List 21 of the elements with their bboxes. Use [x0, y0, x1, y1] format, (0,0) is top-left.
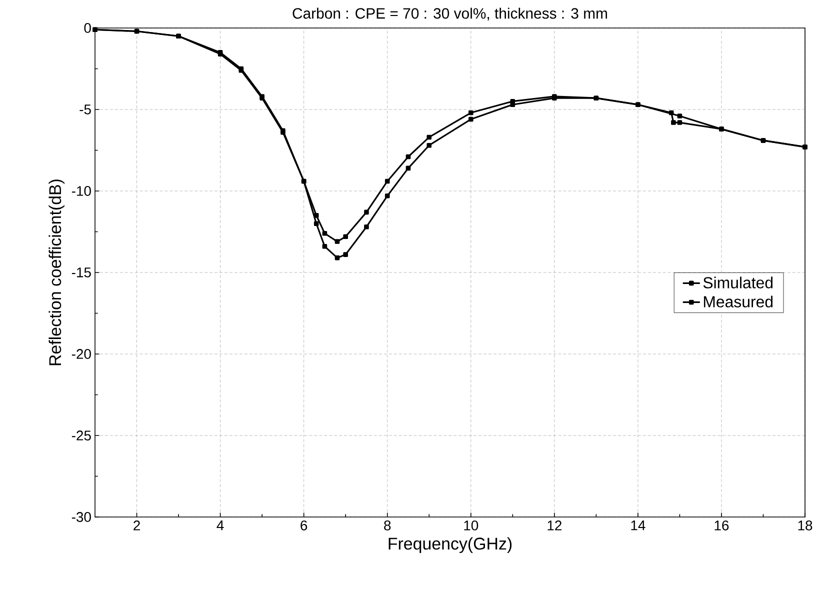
y-tick-label: -20: [72, 349, 91, 359]
x-tick-label: 16: [714, 520, 729, 530]
x-tick-label: 2: [134, 520, 140, 530]
x-tick-label: 12: [548, 520, 562, 530]
y-tick-label: -25: [72, 430, 91, 440]
legend-label: Simulated: [703, 276, 773, 288]
chart-title: Carbon : CPE = 70 : 30 vol%, thickness : 3 mm: [292, 8, 607, 20]
x-tick-label: 4: [216, 520, 224, 530]
x-tick-label: 14: [631, 520, 646, 530]
x-tick-label: 8: [384, 520, 391, 530]
y-axis-title: Reflection coefficient(dB): [48, 180, 64, 366]
y-tick-label: 0: [84, 23, 91, 33]
y-tick-label: -15: [72, 268, 91, 278]
x-axis-title: Frequency(GHz): [388, 537, 512, 554]
legend-label: Measured: [704, 296, 773, 308]
y-tick-label: -10: [72, 186, 91, 196]
y-tick-label: -30: [72, 512, 91, 522]
y-tick-label: -5: [80, 104, 91, 114]
x-tick-label: 18: [798, 520, 812, 530]
x-tick-label: 6: [300, 520, 308, 530]
x-tick-label: 10: [464, 520, 478, 530]
